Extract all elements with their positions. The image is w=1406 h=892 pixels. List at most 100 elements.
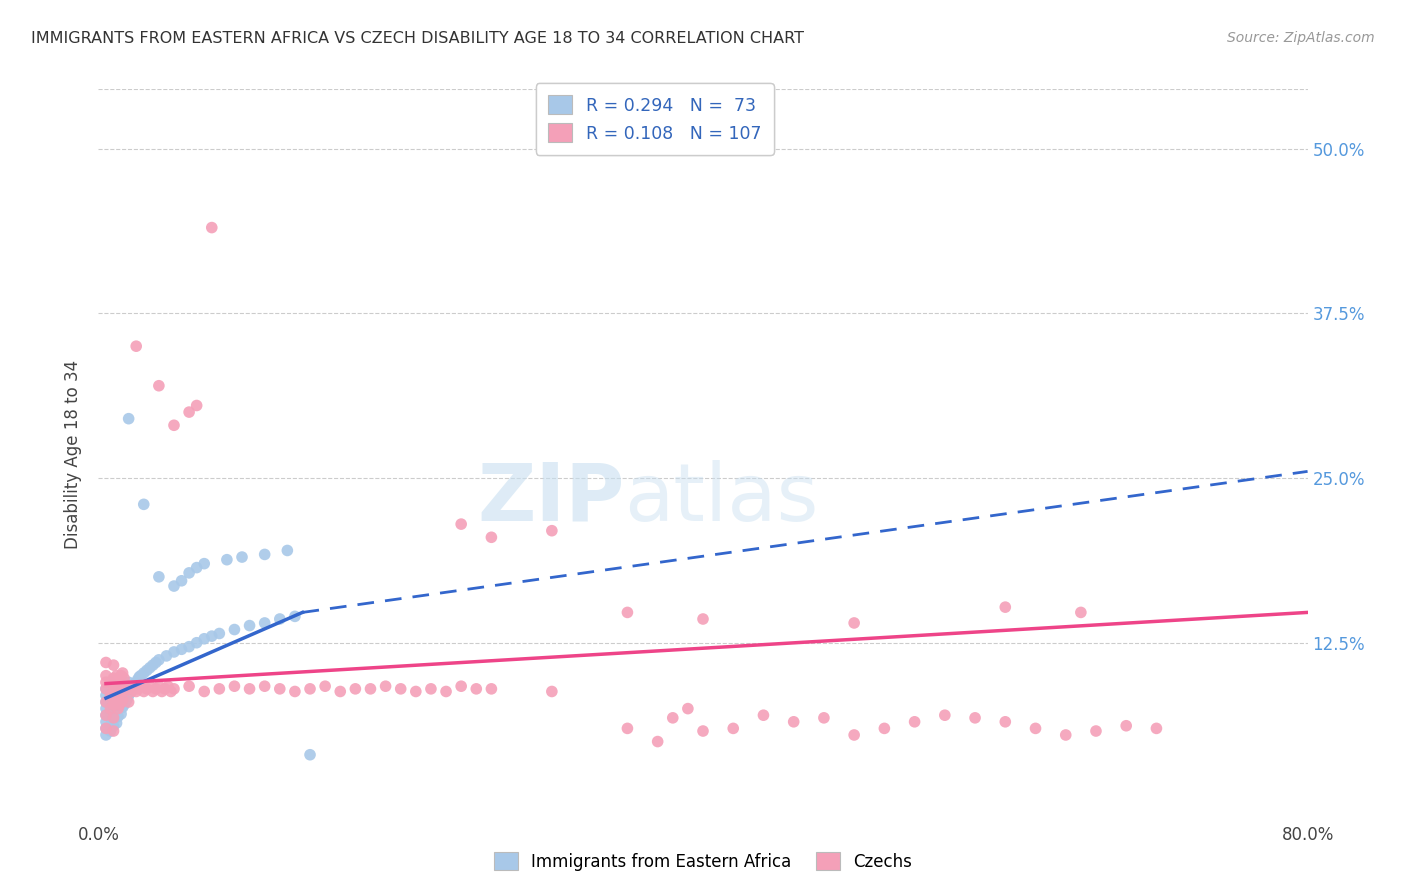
- Point: [103, 658, 125, 673]
- Point: [94, 708, 117, 723]
- Point: [111, 692, 134, 706]
- Point: [160, 684, 183, 698]
- Y-axis label: Disability Age 18 to 34: Disability Age 18 to 34: [65, 360, 83, 549]
- Point: [118, 681, 141, 696]
- Point: [208, 626, 231, 640]
- Point: [100, 675, 122, 690]
- Point: [118, 675, 141, 690]
- Point: [120, 679, 142, 693]
- Point: [450, 679, 472, 693]
- Point: [124, 679, 146, 693]
- Point: [94, 695, 117, 709]
- Point: [142, 658, 165, 673]
- Point: [276, 543, 298, 558]
- Point: [239, 618, 262, 632]
- Point: [94, 675, 117, 690]
- Point: [405, 684, 427, 698]
- Point: [813, 711, 835, 725]
- Point: [112, 684, 135, 698]
- Point: [360, 681, 382, 696]
- Point: [139, 679, 162, 693]
- Point: [132, 666, 155, 681]
- Point: [269, 681, 291, 696]
- Point: [224, 623, 246, 637]
- Point: [374, 679, 396, 693]
- Point: [692, 612, 714, 626]
- Text: ZIP: ZIP: [477, 459, 624, 538]
- Point: [115, 679, 138, 693]
- Point: [186, 399, 208, 413]
- Point: [193, 632, 215, 646]
- Point: [105, 716, 128, 731]
- Point: [186, 636, 208, 650]
- Point: [450, 517, 472, 532]
- Point: [253, 679, 276, 693]
- Point: [481, 681, 503, 696]
- Point: [153, 681, 176, 696]
- Point: [94, 722, 117, 736]
- Point: [110, 668, 132, 682]
- Point: [163, 579, 186, 593]
- Point: [105, 681, 128, 696]
- Point: [723, 722, 745, 736]
- Point: [127, 681, 149, 696]
- Point: [965, 711, 987, 725]
- Point: [193, 684, 215, 698]
- Point: [145, 656, 167, 670]
- Point: [103, 671, 125, 685]
- Point: [1070, 606, 1092, 620]
- Point: [100, 701, 122, 715]
- Point: [163, 418, 186, 433]
- Point: [616, 606, 638, 620]
- Point: [179, 640, 201, 654]
- Point: [253, 615, 276, 630]
- Point: [179, 405, 201, 419]
- Point: [314, 679, 336, 693]
- Point: [103, 712, 125, 726]
- Point: [112, 684, 135, 698]
- Point: [108, 698, 131, 712]
- Point: [186, 560, 208, 574]
- Point: [904, 714, 927, 729]
- Point: [103, 698, 125, 712]
- Point: [139, 661, 162, 675]
- Point: [1054, 728, 1077, 742]
- Point: [124, 678, 146, 692]
- Point: [420, 681, 443, 696]
- Point: [1085, 724, 1108, 739]
- Point: [100, 724, 122, 739]
- Point: [94, 681, 117, 696]
- Point: [752, 708, 775, 723]
- Point: [107, 709, 129, 723]
- Point: [105, 690, 128, 704]
- Point: [844, 728, 866, 742]
- Point: [647, 734, 669, 748]
- Point: [107, 697, 129, 711]
- Point: [465, 681, 488, 696]
- Point: [135, 664, 157, 678]
- Point: [170, 574, 193, 588]
- Point: [105, 703, 128, 717]
- Point: [344, 681, 367, 696]
- Point: [115, 692, 138, 706]
- Point: [111, 666, 134, 681]
- Legend: R = 0.294   N =  73, R = 0.108   N = 107: R = 0.294 N = 73, R = 0.108 N = 107: [536, 83, 773, 155]
- Point: [108, 671, 131, 685]
- Point: [110, 681, 132, 695]
- Point: [118, 689, 141, 703]
- Point: [103, 698, 125, 713]
- Point: [94, 708, 117, 723]
- Point: [94, 681, 117, 696]
- Point: [142, 684, 165, 698]
- Point: [179, 679, 201, 693]
- Point: [156, 679, 179, 693]
- Point: [208, 681, 231, 696]
- Point: [269, 612, 291, 626]
- Point: [122, 681, 145, 695]
- Point: [616, 722, 638, 736]
- Point: [94, 695, 117, 709]
- Point: [110, 695, 132, 709]
- Point: [128, 670, 150, 684]
- Point: [215, 552, 238, 566]
- Point: [100, 675, 122, 690]
